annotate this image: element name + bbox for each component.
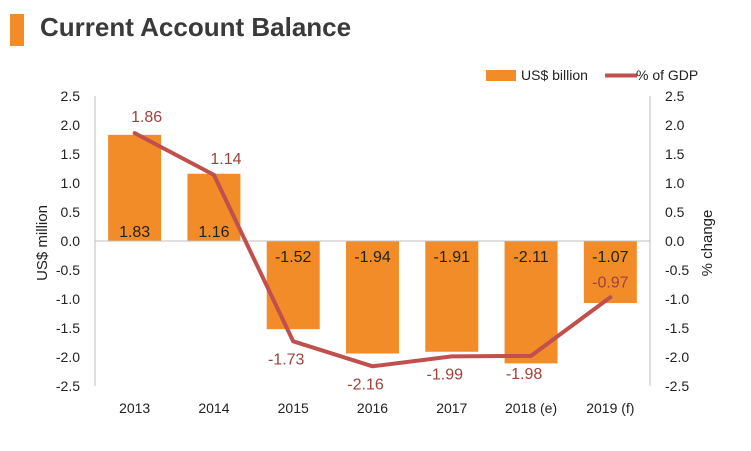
x-tick-label: 2016 bbox=[357, 400, 388, 416]
y-axis-label-left: US$ million bbox=[34, 205, 51, 281]
legend-label-bar: US$ billion bbox=[521, 67, 588, 83]
x-tick-label: 2015 bbox=[278, 400, 309, 416]
y-tick-label-left: 0.5 bbox=[61, 204, 81, 220]
x-tick-label: 2019 (f) bbox=[586, 400, 634, 416]
y-tick-label-left: 0.0 bbox=[61, 233, 81, 249]
y-tick-label-left: 2.5 bbox=[61, 88, 81, 104]
bar-value-label: -1.91 bbox=[434, 249, 471, 266]
y-axis-label-right: % change bbox=[699, 210, 716, 277]
line-value-label: -0.97 bbox=[592, 274, 629, 291]
bar bbox=[108, 134, 162, 241]
bar bbox=[346, 241, 399, 354]
line-value-label: -1.99 bbox=[427, 366, 464, 383]
page-title: Current Account Balance bbox=[40, 12, 352, 42]
bar-value-label: -1.52 bbox=[275, 249, 312, 266]
y-tick-label-right: 0.0 bbox=[665, 233, 685, 249]
y-tick-label-right: 2.5 bbox=[665, 88, 685, 104]
bar-value-label: -2.11 bbox=[513, 249, 548, 266]
bar bbox=[583, 241, 637, 304]
x-tick-label: 2017 bbox=[436, 400, 467, 416]
y-tick-label-right: 1.5 bbox=[665, 146, 685, 162]
legend-swatch-bar bbox=[486, 70, 516, 81]
bar-value-label: 1.16 bbox=[198, 224, 229, 241]
line-value-label: -1.98 bbox=[506, 366, 543, 383]
chart-legend: US$ billion % of GDP bbox=[486, 67, 698, 83]
y-tick-label-left: -2.0 bbox=[56, 349, 80, 365]
y-tick-label-left: -0.5 bbox=[56, 262, 80, 278]
title-accent-bar bbox=[10, 14, 24, 46]
y-tick-label-right: 1.0 bbox=[665, 175, 685, 191]
line-value-label: -2.16 bbox=[347, 376, 384, 393]
y-tick-label-right: -1.0 bbox=[665, 291, 689, 307]
y-tick-label-right: -2.0 bbox=[665, 349, 689, 365]
y-tick-label-right: 2.0 bbox=[665, 117, 685, 133]
y-tick-label-right: -1.5 bbox=[665, 320, 689, 336]
x-tick-label: 2018 (e) bbox=[505, 400, 557, 416]
x-tick-label: 2014 bbox=[198, 400, 229, 416]
x-tick-label: 2013 bbox=[119, 400, 150, 416]
y-tick-label-left: -1.0 bbox=[56, 291, 80, 307]
y-tick-label-right: -0.5 bbox=[665, 262, 689, 278]
bar-value-label: -1.94 bbox=[354, 249, 391, 266]
y-tick-label-left: -2.5 bbox=[56, 378, 80, 394]
line-value-label: -1.73 bbox=[268, 351, 305, 368]
plot-area: 2.5 2.5 2.0 2.0 1.5 1.5 1.0 1.0 0.5 0.5 0.0 0.0 -0.5… bbox=[56, 88, 689, 416]
y-tick-label-right: -2.5 bbox=[665, 378, 689, 394]
bar bbox=[266, 241, 320, 330]
bar-value-label: 1.83 bbox=[119, 224, 150, 241]
y-tick-label-right: 0.5 bbox=[665, 204, 685, 220]
line-series-gdp bbox=[132, 131, 613, 369]
legend-label-line: % of GDP bbox=[636, 67, 698, 83]
line-value-label: 1.86 bbox=[131, 109, 162, 126]
line-value-label: 1.14 bbox=[210, 151, 241, 168]
y-tick-label-left: 1.0 bbox=[61, 175, 81, 191]
y-tick-label-left: 2.0 bbox=[61, 117, 81, 133]
bar-value-label: -1.07 bbox=[592, 249, 629, 266]
y-tick-label-left: 1.5 bbox=[61, 146, 81, 162]
bar bbox=[425, 241, 479, 352]
y-tick-label-left: -1.5 bbox=[56, 320, 80, 336]
